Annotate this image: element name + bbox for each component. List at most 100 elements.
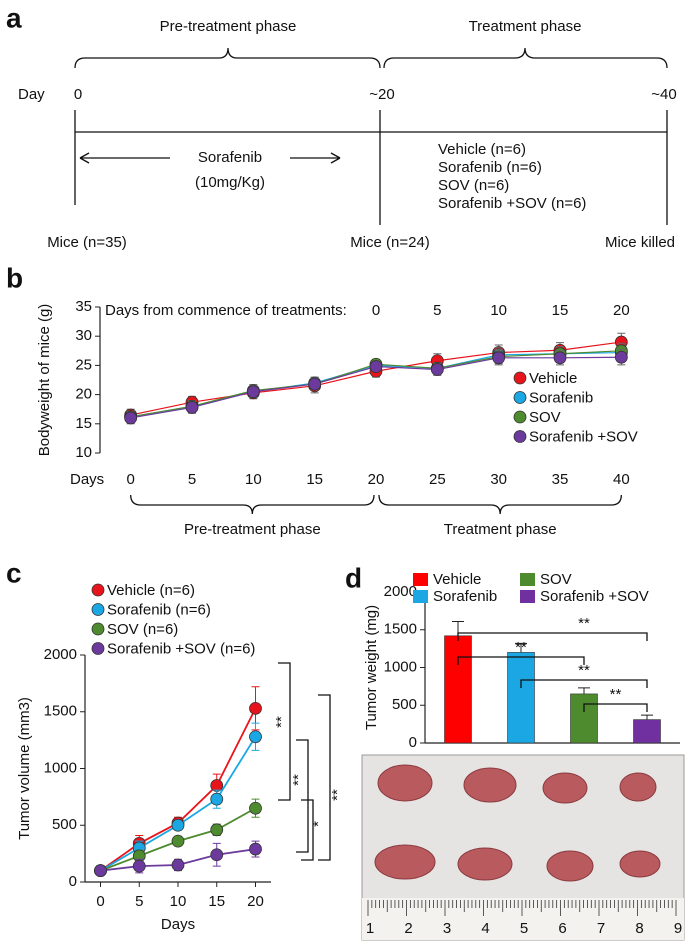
x-axis-label: Days [70,471,104,488]
legend-marker [91,583,105,597]
marker [185,401,199,414]
significance-label: ** [515,639,527,656]
legend-label: SOV [529,409,561,426]
day-tick: ~40 [651,86,676,103]
day-label: Day [18,86,45,103]
brace [378,494,622,515]
legend-marker [513,410,527,424]
significance-bracket [457,656,585,665]
marker [171,818,185,832]
significance-label: ** [273,716,290,728]
significance-label: ** [329,789,346,801]
dose-label: (10mg/Kg) [195,174,265,191]
brace [130,494,375,515]
x-tick-label: 20 [368,471,385,488]
brace [74,47,381,69]
y-tick-label: 35 [75,298,92,315]
ruler-label: 5 [520,920,528,937]
top-tick-label: 20 [613,302,630,319]
legend-marker [91,603,105,616]
group-label: Vehicle (n=6) [438,141,526,158]
marker [369,360,383,373]
phase-label: Pre-treatment phase [160,18,297,35]
y-tick-label: 500 [392,696,417,713]
x-tick-label: 30 [490,471,507,488]
drug-label: Sorafenib [198,149,262,166]
marker [249,701,262,715]
x-tick-label: 0 [126,471,134,488]
phase-label: Treatment phase [444,521,557,538]
significance-bracket [301,799,314,861]
y-tick-label: 25 [75,356,92,373]
significance-bracket [583,703,648,712]
y-tick-label: 30 [75,327,92,344]
y-tick-label: 1500 [44,703,77,720]
top-axis-label: Days from commence of treatments: [105,302,347,319]
legend-label: Sorafenib +SOV [540,588,649,605]
marker [430,363,444,376]
y-tick-label: 500 [52,816,77,833]
marker [171,834,185,848]
day-tick: 0 [74,86,82,103]
y-tick-label: 1000 [44,759,77,776]
marker [132,859,146,873]
marker [210,792,224,806]
x-axis-label: Days [161,916,195,933]
series-line [100,736,257,872]
brace [383,47,668,69]
x-tick-label: 15 [306,471,323,488]
error-bar [515,642,527,653]
significance-label: * [310,821,327,827]
significance-label: ** [610,686,622,703]
y-tick-label: 15 [75,415,92,432]
marker [210,848,224,862]
significance-bracket [457,632,648,641]
panel-label: c [6,557,22,588]
legend-swatch [413,590,428,603]
group-label: Sorafenib (n=6) [438,159,542,176]
legend-swatch [520,590,535,603]
marker [210,823,224,837]
top-tick-label: 0 [372,302,380,319]
y-tick-label: 0 [409,734,417,751]
legend-marker [91,642,105,655]
group-label: SOV (n=6) [438,177,509,194]
y-tick-label: 2000 [384,583,417,600]
y-tick-label: 10 [75,444,92,461]
tumors [374,764,661,882]
marker [246,385,260,399]
legend-label: Sorafenib [433,588,497,605]
top-tick-label: 5 [433,302,441,319]
y-axis-label: Bodyweight of mice (g) [36,304,53,457]
legend-marker [513,391,527,404]
bar [507,652,535,744]
legend-label: Sorafenib [529,389,593,406]
bar [633,719,661,744]
marker [94,864,107,878]
y-tick-label: 0 [69,873,77,890]
y-tick-label: 1500 [384,621,417,638]
marker [249,730,262,744]
group-label: Sorafenib +SOV (n=6) [438,195,586,212]
ruler-label: 2 [404,920,412,937]
x-tick-label: 25 [429,471,446,488]
significance-label: ** [290,774,307,786]
marker [492,351,506,365]
x-tick-label: 5 [188,471,196,488]
legend-marker [91,622,105,636]
y-tick-label: 2000 [44,646,77,663]
significance-bracket [278,662,291,801]
significance-label: ** [578,615,590,632]
legend-swatch [520,573,535,586]
marker [614,350,628,364]
legend-swatch [413,573,428,586]
bar [570,693,598,744]
phase-label: Treatment phase [469,18,582,35]
legend-marker [513,430,527,443]
y-axis-label: Tumor volume (mm3) [16,697,33,840]
legend-label: Sorafenib +SOV (n=6) [107,640,255,657]
y-tick-label: 20 [75,386,92,403]
arrow [79,152,341,164]
phase-label: Pre-treatment phase [184,521,321,538]
